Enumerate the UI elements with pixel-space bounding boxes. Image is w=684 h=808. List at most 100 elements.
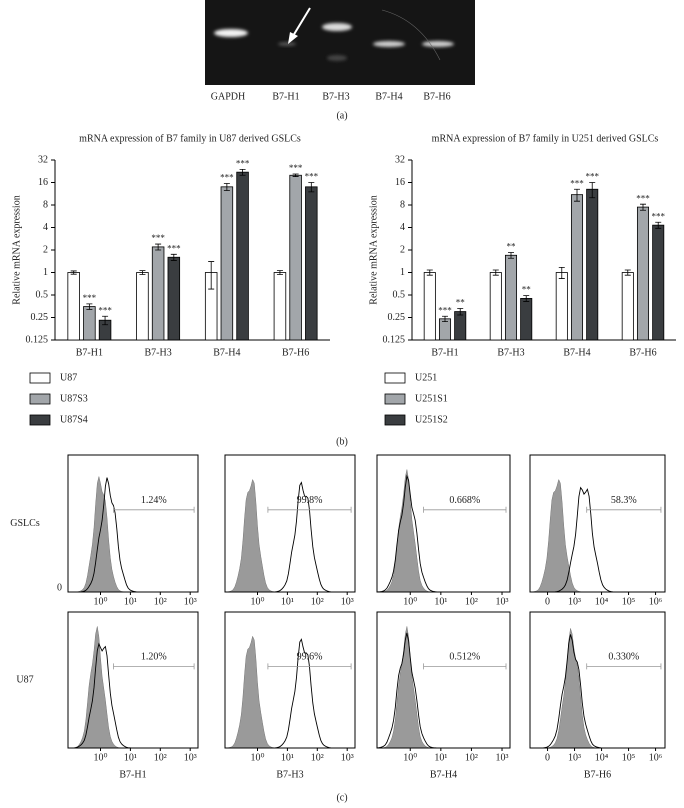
y-tick-label: 16 (38, 177, 48, 188)
chart-title: mRNA expression of B7 family in U87 deri… (79, 133, 301, 144)
error-bar (426, 269, 433, 276)
bar (520, 298, 533, 341)
bar (305, 186, 318, 341)
column-label: B7-H6 (584, 769, 611, 780)
bar (555, 272, 568, 341)
y-axis-label: Relative mRNA expression (368, 195, 379, 304)
x-tick-label: 10² (311, 596, 324, 607)
error-bar (223, 183, 230, 191)
x-tick-label: 10⁰ (250, 752, 264, 763)
x-tick-label: 10¹ (124, 596, 137, 607)
gate (423, 663, 507, 670)
panel-label: (b) (336, 436, 348, 447)
histogram-frame (376, 454, 511, 593)
x-tick-label: 10⁴ (595, 752, 609, 763)
isotype-histogram (224, 478, 355, 593)
significance-label: *** (289, 163, 303, 173)
x-tick-label: 10² (311, 752, 324, 763)
significance-label: *** (651, 211, 665, 221)
bar (289, 174, 302, 341)
isotype-histogram (529, 478, 665, 593)
significance-label: *** (98, 305, 112, 315)
significance-label: *** (636, 193, 650, 203)
row-label: GSLCs (10, 518, 40, 529)
significance-label: *** (167, 243, 181, 253)
percentage-label: 99.6% (297, 652, 323, 663)
x-tick-label: 10³ (184, 596, 197, 607)
bar (151, 246, 165, 341)
error-bar (308, 182, 315, 193)
error-bar (589, 182, 596, 199)
error-bar (276, 270, 283, 275)
percentage-label: 58.3% (611, 495, 637, 506)
column-label: B7-H3 (276, 769, 303, 780)
x-tick-label: B7-H3 (145, 347, 172, 358)
bar (504, 254, 518, 341)
bar (67, 272, 80, 341)
error-bar (508, 252, 514, 259)
x-tick-label: 10² (154, 752, 167, 763)
column-label: B7-H1 (119, 769, 146, 780)
error-bar (624, 269, 631, 276)
lane-label: B7-H1 (272, 91, 299, 102)
x-tick-label: B7-H4 (563, 347, 590, 358)
x-tick-label: 10⁰ (250, 596, 264, 607)
significance-label: *** (236, 158, 250, 168)
gate (423, 506, 507, 513)
legend-swatch (384, 414, 406, 426)
x-tick-label: 10³ (341, 752, 354, 763)
x-tick-label: 10³ (568, 752, 581, 763)
y-tick-label: 0 (57, 582, 62, 593)
bar (236, 171, 249, 341)
y-tick-label: 0.125 (26, 334, 49, 345)
x-tick-label: 10⁵ (622, 752, 636, 763)
error-bar (170, 253, 177, 261)
significance-label: ** (522, 285, 532, 295)
bar (220, 186, 234, 341)
lane-label: B7-H3 (322, 91, 349, 102)
significance-label: *** (83, 293, 97, 303)
y-tick-label: 4 (400, 222, 405, 233)
gate (267, 506, 352, 513)
x-tick-label: 10⁰ (403, 752, 417, 763)
error-bar (102, 315, 109, 326)
error-bar (457, 308, 464, 316)
error-bar (70, 270, 77, 275)
significance-label: *** (438, 305, 452, 315)
bar (652, 224, 665, 341)
isotype-histogram (377, 469, 510, 593)
x-tick-label: 10³ (184, 752, 197, 763)
x-tick-label: B7-H1 (76, 347, 103, 358)
x-tick-label: B7-H4 (213, 347, 240, 358)
x-tick-label: B7-H6 (282, 347, 309, 358)
error-bar (523, 295, 530, 302)
gate (113, 506, 195, 513)
significance-label: *** (220, 173, 234, 183)
bar (489, 272, 502, 341)
bar (570, 194, 584, 341)
percentage-label: 1.24% (141, 495, 167, 506)
y-tick-label: 8 (400, 199, 405, 210)
legend-swatch (384, 393, 406, 405)
y-tick-label: 32 (38, 154, 48, 165)
percentage-label: 1.20% (141, 652, 167, 663)
x-tick-label: 10³ (496, 752, 509, 763)
histogram-frame (376, 611, 511, 749)
x-tick-label: 10¹ (281, 596, 294, 607)
gate (586, 506, 662, 513)
x-tick-label: 10⁵ (622, 596, 636, 607)
x-tick-label: 10⁰ (93, 752, 107, 763)
isotype-histogram (224, 635, 355, 749)
bar (454, 311, 467, 341)
column-label: B7-H4 (430, 769, 457, 780)
panel-label: (a) (336, 110, 347, 121)
legend-swatch (29, 372, 51, 384)
histogram-frame (224, 611, 356, 749)
y-axis-label: Relative mRNA expression (11, 195, 22, 304)
chart-title: mRNA expression of B7 family in U251 der… (432, 133, 659, 144)
lane-label: B7-H4 (375, 91, 402, 102)
bar (423, 272, 436, 341)
error-bar (86, 303, 93, 310)
row-label: U87 (16, 674, 33, 685)
bar (636, 206, 650, 341)
